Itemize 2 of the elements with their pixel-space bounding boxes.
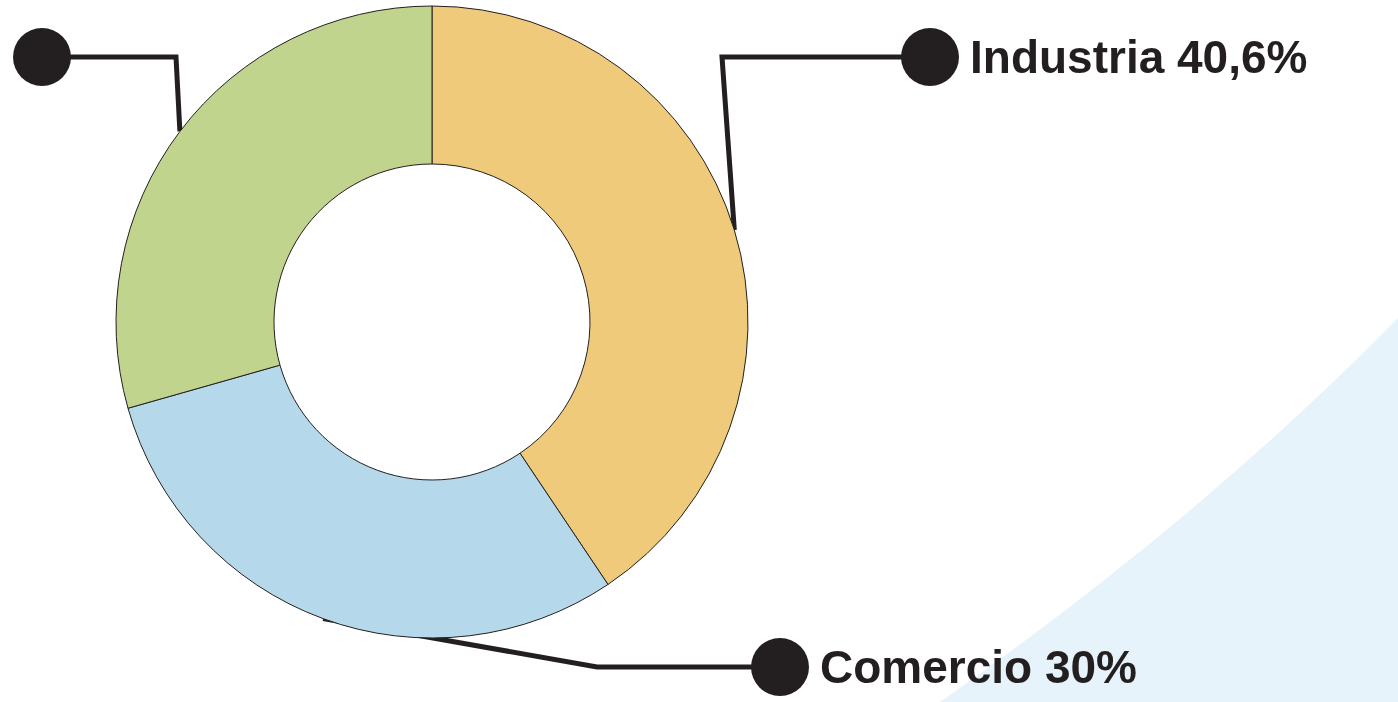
- slice-label: Comercio 30%: [820, 641, 1138, 693]
- slice-label: Industria 40,6%: [970, 31, 1308, 83]
